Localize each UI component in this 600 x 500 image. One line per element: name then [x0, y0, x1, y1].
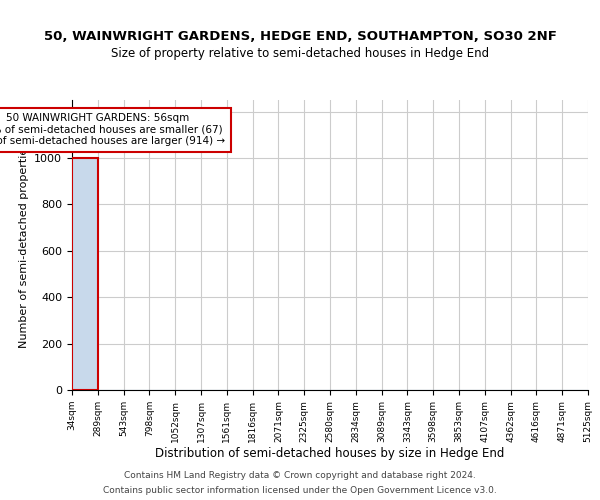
Text: Contains public sector information licensed under the Open Government Licence v3: Contains public sector information licen… [103, 486, 497, 495]
Text: 50, WAINWRIGHT GARDENS, HEDGE END, SOUTHAMPTON, SO30 2NF: 50, WAINWRIGHT GARDENS, HEDGE END, SOUTH… [44, 30, 556, 43]
Text: Size of property relative to semi-detached houses in Hedge End: Size of property relative to semi-detach… [111, 48, 489, 60]
Bar [72, 158, 98, 390]
X-axis label: Distribution of semi-detached houses by size in Hedge End: Distribution of semi-detached houses by … [155, 448, 505, 460]
Y-axis label: Number of semi-detached properties: Number of semi-detached properties [19, 142, 29, 348]
Text: 50 WAINWRIGHT GARDENS: 56sqm
← 7% of semi-detached houses are smaller (67)
92% o: 50 WAINWRIGHT GARDENS: 56sqm ← 7% of sem… [0, 113, 226, 146]
Text: Contains HM Land Registry data © Crown copyright and database right 2024.: Contains HM Land Registry data © Crown c… [124, 471, 476, 480]
